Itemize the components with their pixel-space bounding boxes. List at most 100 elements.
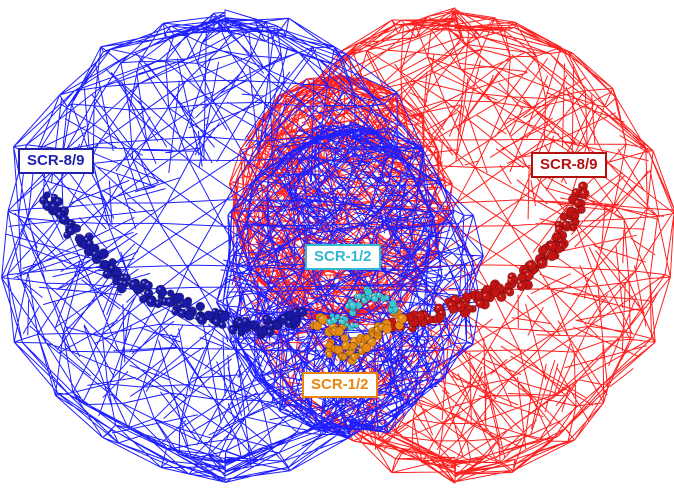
atom-sphere	[387, 306, 394, 313]
atom-sphere	[561, 220, 571, 229]
atom-highlight	[556, 227, 559, 230]
atom-sphere	[262, 314, 271, 324]
atom-highlight	[93, 251, 96, 254]
atom-sphere	[203, 310, 214, 321]
atom-highlight	[212, 309, 216, 312]
atom-sphere	[334, 313, 341, 320]
atom-highlight	[158, 287, 161, 290]
atom-sphere	[102, 269, 113, 280]
atom-highlight	[379, 324, 382, 328]
atom-highlight	[300, 309, 303, 312]
atom-highlight	[267, 330, 270, 333]
atom-highlight	[69, 228, 72, 231]
blue-wireframe-envelope	[1, 9, 484, 483]
atom-highlight	[362, 298, 365, 301]
atom-highlight	[199, 317, 202, 320]
atom-highlight	[452, 297, 455, 300]
atom-highlight	[87, 241, 90, 244]
atom-highlight	[131, 282, 134, 285]
atom-highlight	[563, 222, 566, 225]
atom-sphere	[578, 188, 590, 199]
atom-highlight	[220, 322, 223, 325]
atom-highlight	[340, 315, 343, 318]
atom-sphere	[256, 326, 268, 337]
atom-highlight	[375, 327, 378, 330]
atom-highlight	[574, 190, 577, 193]
atom-sphere	[344, 322, 350, 328]
atom-sphere	[175, 292, 185, 302]
red-scr-8-9-label: SCR-8/9	[531, 152, 607, 178]
atom-highlight	[110, 266, 113, 269]
atom-highlight	[327, 352, 330, 355]
atom-highlight	[528, 262, 532, 265]
atom-sphere	[340, 334, 349, 343]
atom-sphere	[348, 301, 357, 310]
atom-highlight	[477, 301, 480, 304]
atom-highlight	[372, 296, 375, 299]
atom-highlight	[45, 203, 48, 206]
atom-highlight	[146, 283, 149, 286]
atom-highlight	[51, 204, 54, 207]
atom-sphere	[573, 198, 582, 207]
atom-highlight	[352, 354, 355, 357]
atom-sphere	[474, 290, 484, 300]
atom-highlight	[439, 311, 442, 314]
atom-sphere	[181, 298, 192, 309]
atom-highlight	[549, 243, 552, 246]
atom-highlight	[123, 281, 126, 284]
atom-sphere	[364, 287, 373, 297]
atom-sphere	[505, 287, 515, 297]
atom-highlight	[243, 319, 246, 322]
atom-highlight	[163, 299, 166, 302]
cyan-scr-1-2-label: SCR-1/2	[305, 244, 381, 270]
atom-highlight	[483, 294, 486, 297]
atom-highlight	[214, 319, 217, 322]
atom-sphere	[334, 326, 345, 337]
atom-highlight	[509, 274, 512, 277]
atom-highlight	[556, 222, 559, 225]
atom-highlight	[346, 303, 349, 306]
atom-highlight	[399, 316, 402, 319]
atom-highlight	[172, 309, 175, 312]
atom-highlight	[540, 261, 543, 264]
atom-sphere	[312, 320, 323, 331]
atom-sphere	[516, 281, 527, 291]
atom-sphere	[166, 289, 175, 298]
atom-highlight	[119, 280, 122, 283]
atom-sphere	[361, 297, 368, 304]
atom-highlight	[41, 198, 44, 201]
atom-highlight	[320, 317, 323, 320]
atom-sphere	[517, 272, 527, 282]
atom-highlight	[167, 299, 170, 302]
atom-sphere	[184, 310, 195, 321]
atom-highlight	[281, 316, 285, 319]
atom-sphere	[554, 245, 563, 254]
atom-highlight	[146, 291, 149, 294]
atom-highlight	[580, 184, 583, 187]
atom-highlight	[142, 281, 145, 284]
atom-highlight	[64, 232, 67, 235]
atom-sphere	[272, 321, 281, 330]
mesh-lines	[216, 120, 484, 439]
atom-highlight	[238, 320, 241, 324]
atom-highlight	[156, 301, 159, 304]
atom-highlight	[350, 323, 353, 326]
atom-highlight	[52, 195, 55, 198]
atom-sphere	[396, 313, 408, 324]
atom-highlight	[105, 271, 108, 275]
atom-highlight	[519, 283, 522, 286]
atom-highlight	[426, 317, 429, 320]
mesh-lines	[233, 7, 674, 484]
atom-highlight	[359, 348, 362, 351]
atom-highlight	[369, 294, 372, 297]
atom-highlight	[377, 292, 380, 296]
atom-highlight	[230, 327, 233, 330]
atom-highlight	[457, 304, 461, 307]
atom-highlight	[340, 319, 343, 323]
atom-highlight	[369, 340, 372, 343]
atom-sphere	[356, 293, 363, 300]
atom-highlight	[356, 294, 360, 297]
atom-sphere	[554, 225, 564, 234]
atom-sphere	[507, 277, 515, 285]
